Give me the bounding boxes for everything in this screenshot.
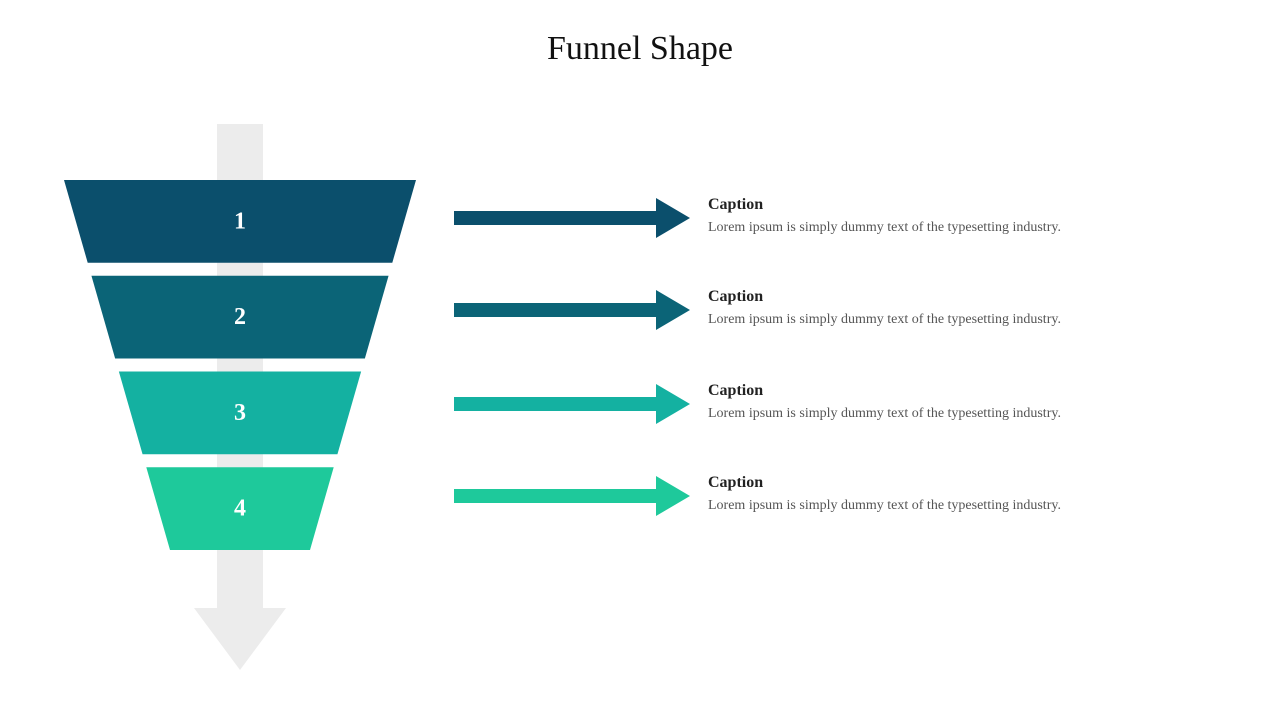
caption-row-4: Caption Lorem ipsum is simply dummy text … (454, 474, 1061, 518)
caption-description: Lorem ipsum is simply dummy text of the … (708, 498, 1061, 514)
arrow-icon (454, 288, 690, 332)
funnel-segment-number-3: 3 (234, 400, 246, 426)
caption-title: Caption (708, 382, 1061, 400)
caption-title: Caption (708, 288, 1061, 306)
caption-description: Lorem ipsum is simply dummy text of the … (708, 406, 1061, 422)
caption-description: Lorem ipsum is simply dummy text of the … (708, 312, 1061, 328)
funnel-segment-number-4: 4 (234, 496, 246, 522)
funnel-diagram: 1 2 3 4 (60, 110, 420, 690)
arrow-icon (454, 474, 690, 518)
caption-title: Caption (708, 196, 1061, 214)
caption-text-block: Caption Lorem ipsum is simply dummy text … (708, 382, 1061, 422)
slide-stage: Funnel Shape 1 2 3 4 Caption Lorem ipsum is … (0, 0, 1280, 720)
funnel-segment-number-1: 1 (234, 208, 246, 234)
funnel-segment-number-2: 2 (234, 304, 246, 330)
caption-row-2: Caption Lorem ipsum is simply dummy text … (454, 288, 1061, 332)
arrow-icon (454, 382, 690, 426)
caption-title: Caption (708, 474, 1061, 492)
caption-text-block: Caption Lorem ipsum is simply dummy text … (708, 196, 1061, 236)
caption-text-block: Caption Lorem ipsum is simply dummy text … (708, 474, 1061, 514)
caption-description: Lorem ipsum is simply dummy text of the … (708, 220, 1061, 236)
slide-title: Funnel Shape (0, 30, 1280, 68)
caption-text-block: Caption Lorem ipsum is simply dummy text … (708, 288, 1061, 328)
caption-row-3: Caption Lorem ipsum is simply dummy text … (454, 382, 1061, 426)
arrow-icon (454, 196, 690, 240)
caption-row-1: Caption Lorem ipsum is simply dummy text … (454, 196, 1061, 240)
